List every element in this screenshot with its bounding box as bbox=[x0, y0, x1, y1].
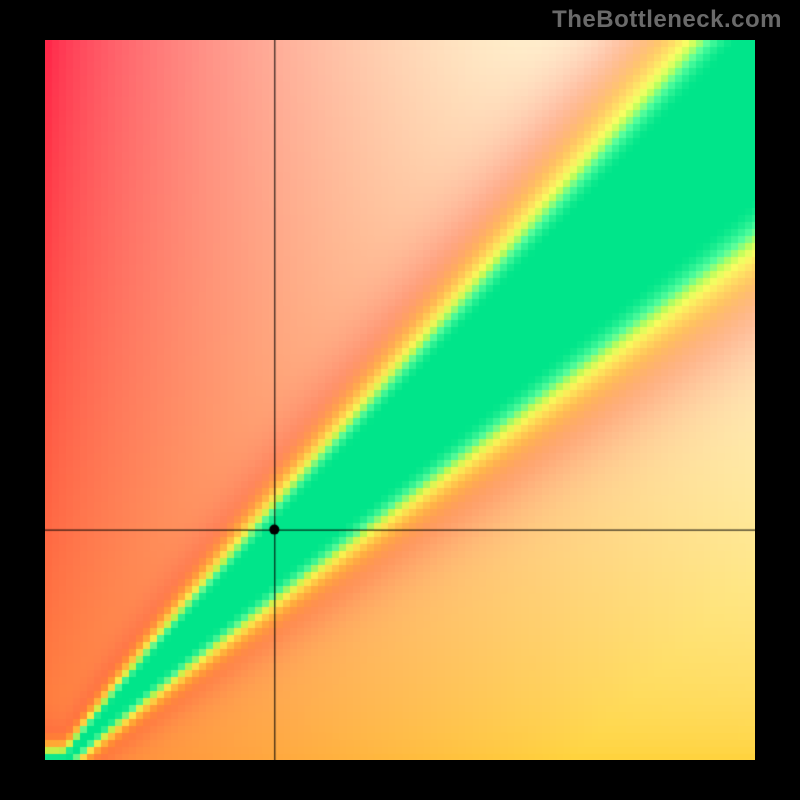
heatmap-plot-area bbox=[45, 40, 755, 760]
watermark-text: TheBottleneck.com bbox=[552, 6, 782, 34]
heatmap-canvas bbox=[45, 40, 755, 760]
chart-container: TheBottleneck.com bbox=[0, 0, 800, 800]
